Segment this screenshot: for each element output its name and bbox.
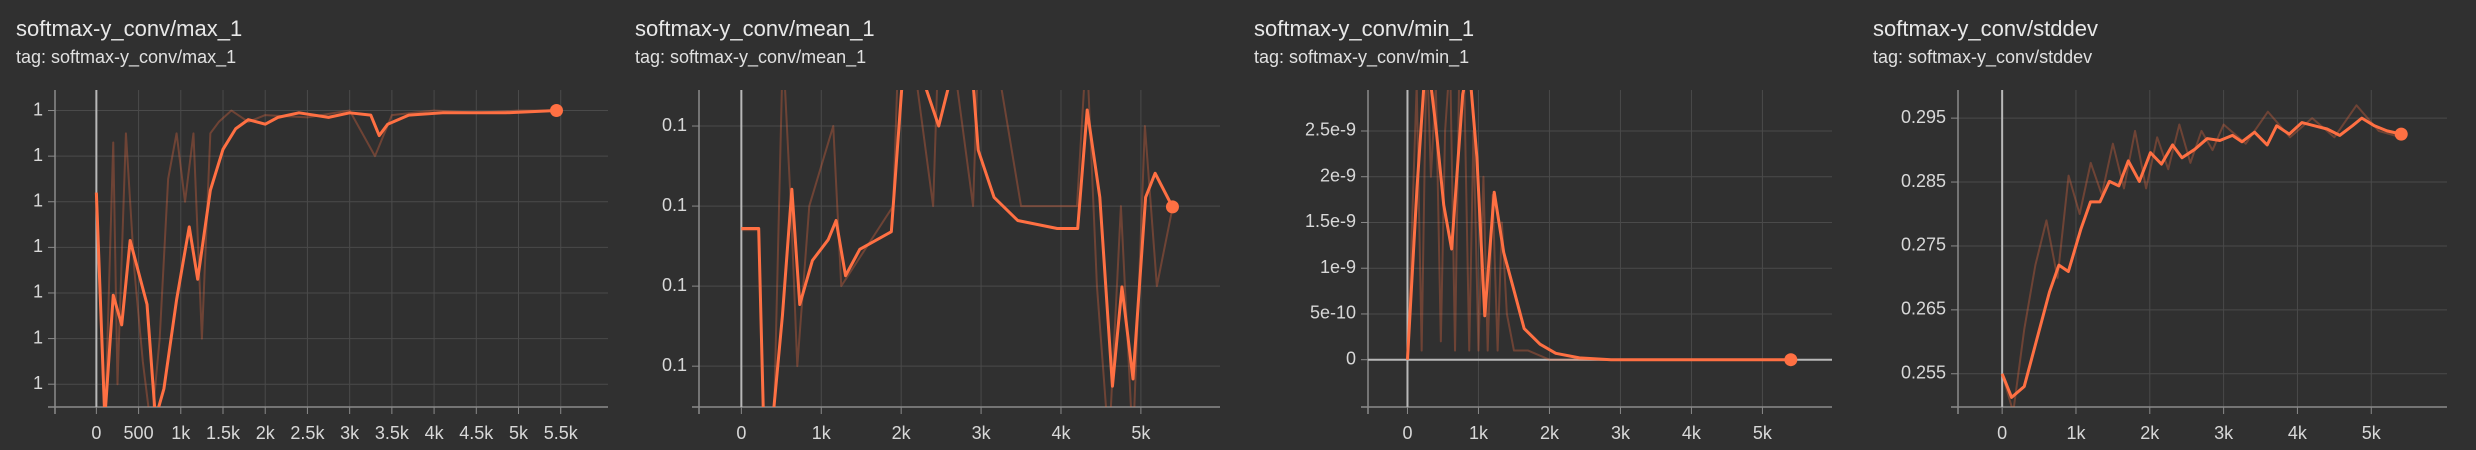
y-tick-label: 1 xyxy=(33,373,43,393)
y-tick-label: 0.1 xyxy=(662,195,687,215)
chart-panel: softmax-y_conv/stddev tag: softmax-y_conv… xyxy=(1873,16,2447,443)
x-tick-label: 2k xyxy=(256,423,276,443)
y-tick-label: 1 xyxy=(33,282,43,302)
chart-panel: softmax-y_conv/max_1 tag: softmax-y_conv/… xyxy=(16,16,608,443)
x-tick-label: 5.5k xyxy=(544,423,579,443)
x-tick-label: 1k xyxy=(171,423,191,443)
raw-line xyxy=(1406,90,1791,361)
x-tick-label: 0 xyxy=(1997,423,2007,443)
smoothed-line xyxy=(741,90,1174,407)
x-tick-label: 0 xyxy=(91,423,101,443)
y-tick-label: 1 xyxy=(33,327,43,347)
y-tick-label: 2e-9 xyxy=(1320,165,1356,185)
x-tick-label: 1.5k xyxy=(206,423,241,443)
y-tick-label: 0.1 xyxy=(662,355,687,375)
x-tick-label: 3k xyxy=(972,423,992,443)
smoothed-line xyxy=(1405,90,1791,362)
x-tick-label: 1k xyxy=(1469,423,1489,443)
x-tick-label: 5k xyxy=(1131,423,1151,443)
raw-line xyxy=(741,90,1174,407)
x-tick-label: 4k xyxy=(1682,423,1702,443)
end-marker xyxy=(1165,200,1179,214)
x-tick-label: 0 xyxy=(1402,423,1412,443)
x-tick-label: 4k xyxy=(1051,423,1071,443)
end-marker xyxy=(2394,127,2408,141)
smoothed-line xyxy=(2000,116,2402,399)
x-tick-label: 4k xyxy=(425,423,445,443)
plot-area xyxy=(741,90,1174,407)
x-tick-label: 1k xyxy=(812,423,832,443)
raw-line xyxy=(2001,104,2402,407)
y-tick-label: 1 xyxy=(33,145,43,165)
x-tick-label: 500 xyxy=(124,423,154,443)
x-tick-label: 4k xyxy=(2288,423,2308,443)
y-tick-label: 1 xyxy=(33,99,43,119)
y-tick-label: 1 xyxy=(33,236,43,256)
x-tick-label: 3.5k xyxy=(375,423,410,443)
y-tick-label: 5e-10 xyxy=(1310,303,1356,323)
y-tick-label: 0 xyxy=(1346,348,1356,368)
x-tick-label: 2.5k xyxy=(290,423,325,443)
chart-title: softmax-y_conv/stddev xyxy=(1873,16,2098,41)
plot-area xyxy=(94,109,557,407)
plot-area xyxy=(1405,90,1791,362)
end-marker xyxy=(1784,353,1798,367)
x-tick-label: 3k xyxy=(2214,423,2234,443)
smoothed-line xyxy=(94,109,557,407)
x-tick-label: 2k xyxy=(2140,423,2160,443)
y-tick-label: 0.275 xyxy=(1901,235,1946,255)
x-tick-label: 1k xyxy=(2066,423,2086,443)
x-tick-label: 3k xyxy=(340,423,360,443)
y-tick-label: 0.1 xyxy=(662,275,687,295)
chart-subtitle: tag: softmax-y_conv/max_1 xyxy=(16,47,236,68)
x-tick-label: 2k xyxy=(1540,423,1560,443)
y-tick-label: 1 xyxy=(33,190,43,210)
y-tick-label: 0.285 xyxy=(1901,171,1946,191)
y-tick-label: 1.5e-9 xyxy=(1305,211,1356,231)
x-tick-label: 3k xyxy=(1611,423,1631,443)
x-tick-label: 5k xyxy=(1753,423,1773,443)
chart-subtitle: tag: softmax-y_conv/min_1 xyxy=(1254,47,1469,68)
y-tick-label: 2.5e-9 xyxy=(1305,120,1356,140)
y-tick-label: 0.1 xyxy=(662,115,687,135)
chart-panel: softmax-y_conv/min_1 tag: softmax-y_conv/… xyxy=(1254,16,1832,443)
x-tick-label: 5k xyxy=(509,423,529,443)
y-tick-label: 0.265 xyxy=(1901,299,1946,319)
chart-title: softmax-y_conv/max_1 xyxy=(16,16,242,41)
chart-panel: softmax-y_conv/mean_1 tag: softmax-y_conv… xyxy=(635,16,1220,443)
x-tick-label: 5k xyxy=(2362,423,2382,443)
chart-title: softmax-y_conv/min_1 xyxy=(1254,16,1474,41)
x-tick-label: 4.5k xyxy=(459,423,494,443)
y-tick-label: 0.255 xyxy=(1901,363,1946,383)
raw-line xyxy=(95,109,557,407)
chart-subtitle: tag: softmax-y_conv/mean_1 xyxy=(635,47,866,68)
x-tick-label: 0 xyxy=(736,423,746,443)
end-marker xyxy=(549,104,563,118)
chart-title: softmax-y_conv/mean_1 xyxy=(635,16,875,41)
plot-area xyxy=(2000,104,2402,407)
chart-subtitle: tag: softmax-y_conv/stddev xyxy=(1873,47,2092,68)
y-tick-label: 1e-9 xyxy=(1320,257,1356,277)
x-tick-label: 2k xyxy=(892,423,912,443)
y-tick-label: 0.295 xyxy=(1901,107,1946,127)
